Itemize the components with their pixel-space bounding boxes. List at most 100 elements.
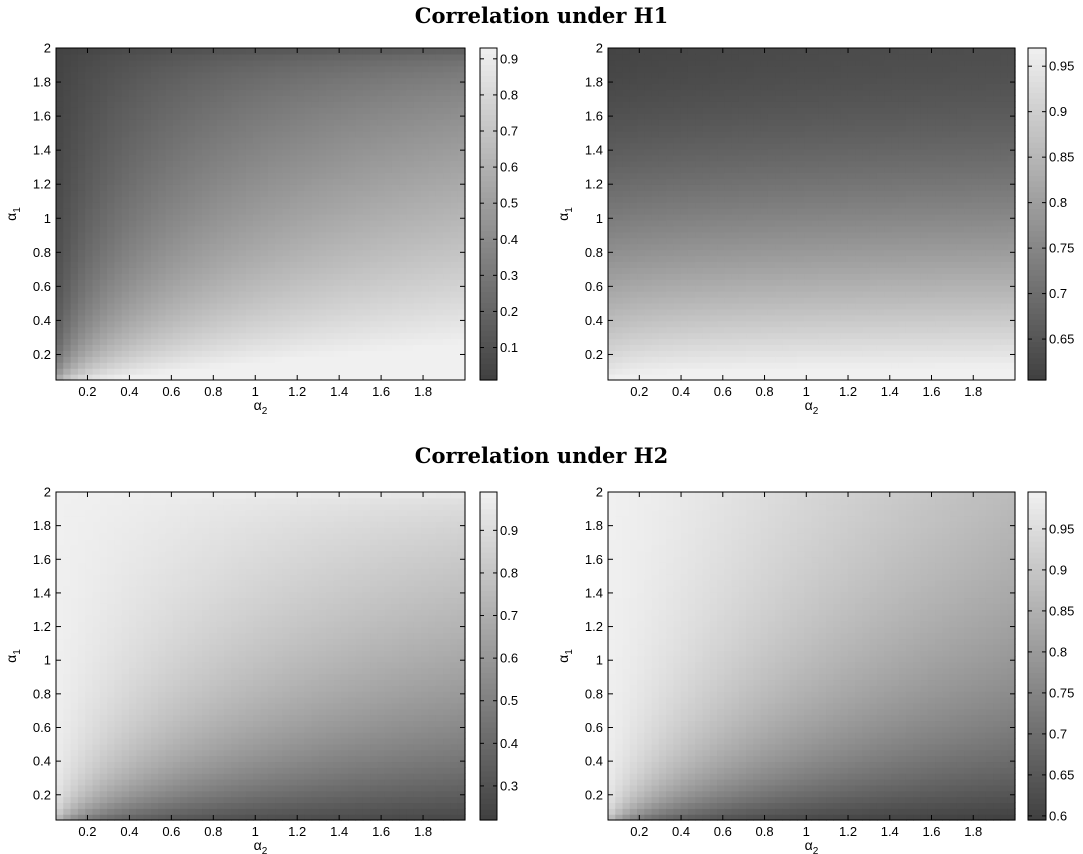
heatmap-cell: [92, 374, 101, 381]
heatmap-cell: [282, 326, 291, 334]
heatmap-cell: [399, 326, 408, 334]
heatmap-cell: [121, 219, 130, 227]
heatmap-cell: [644, 89, 653, 97]
heatmap-cell: [121, 249, 130, 257]
heatmap-cell: [187, 297, 196, 304]
heatmap-cell: [56, 273, 64, 280]
heatmap-cell: [789, 202, 798, 209]
heatmap-cell: [435, 267, 444, 274]
heatmap-cell: [789, 119, 798, 126]
heatmap-cell: [172, 202, 181, 209]
heatmap-cell: [180, 362, 189, 369]
heatmap-cell: [121, 172, 130, 180]
heatmap-cell: [253, 142, 262, 150]
heatmap-cell: [457, 350, 466, 357]
heatmap-cell: [680, 308, 689, 316]
heatmap-cell: [702, 344, 711, 351]
heatmap-cell: [746, 208, 754, 215]
heatmap-cell: [457, 95, 466, 102]
heatmap-cell: [77, 255, 86, 263]
heatmap-cell: [107, 320, 116, 328]
heatmap-cell: [450, 142, 459, 150]
heatmap-cell: [738, 320, 747, 328]
heatmap-cell: [311, 53, 320, 61]
heatmap-cell: [738, 279, 747, 286]
heatmap-cell: [63, 273, 72, 280]
heatmap-cell: [666, 291, 675, 298]
heatmap-cell: [443, 362, 451, 369]
heatmap-cell: [238, 255, 247, 263]
heatmap-cell: [253, 119, 262, 126]
heatmap-cell: [622, 214, 631, 221]
colorbar-tick-label: 0.8: [500, 87, 518, 102]
heatmap-cell: [789, 338, 798, 346]
heatmap-cell: [304, 326, 313, 334]
heatmap-cell: [223, 202, 232, 209]
heatmap-cell: [666, 214, 675, 221]
heatmap-cell: [413, 59, 422, 67]
heatmap-cell: [121, 202, 130, 209]
heatmap-cell: [260, 208, 269, 215]
heatmap-cell: [760, 344, 769, 351]
heatmap-cell: [326, 113, 335, 120]
heatmap-cell: [158, 131, 167, 138]
heatmap-cell: [804, 225, 813, 233]
heatmap-cell: [70, 125, 79, 132]
colorbar-swatch: [480, 225, 497, 232]
heatmap-cell: [129, 320, 137, 328]
heatmap-cell: [318, 142, 327, 150]
heatmap-cell: [180, 344, 189, 351]
heatmap-cell: [253, 184, 262, 191]
heatmap-cell: [311, 131, 320, 138]
heatmap-cell: [238, 89, 247, 97]
heatmap-cell: [311, 113, 320, 120]
heatmap-cell: [629, 154, 638, 162]
heatmap-cell: [355, 214, 364, 221]
heatmap-cell: [782, 131, 791, 138]
heatmap-cell: [796, 261, 805, 268]
heatmap-cell: [318, 95, 327, 102]
heatmap-cell: [826, 214, 834, 221]
heatmap-cell: [724, 255, 733, 263]
heatmap-cell: [92, 48, 101, 55]
heatmap-cell: [760, 77, 769, 85]
heatmap-cell: [304, 255, 313, 263]
heatmap-cell: [114, 231, 123, 239]
heatmap-cell: [209, 255, 218, 263]
heatmap-cell: [150, 368, 159, 375]
heatmap-cell: [738, 326, 747, 334]
heatmap-cell: [370, 249, 378, 257]
heatmap-cell: [717, 308, 725, 316]
heatmap-cell: [136, 125, 145, 132]
heatmap-cell: [304, 101, 313, 108]
heatmap-cell: [450, 178, 459, 185]
heatmap-cell: [340, 350, 349, 357]
heatmap-cell: [443, 196, 451, 203]
heatmap-cell: [238, 95, 247, 102]
heatmap-cell: [194, 83, 203, 91]
heatmap-cell: [428, 89, 437, 97]
heatmap-cell: [789, 166, 798, 174]
heatmap-cell: [150, 332, 159, 340]
heatmap-cell: [622, 48, 631, 55]
heatmap-cell: [622, 243, 631, 251]
heatmap-cell: [702, 314, 711, 322]
heatmap-cell: [63, 261, 72, 268]
heatmap-cell: [362, 214, 371, 221]
heatmap-cell: [92, 148, 101, 156]
heatmap-cell: [399, 148, 408, 156]
heatmap-cell: [99, 255, 108, 263]
heatmap-cell: [443, 285, 451, 292]
heatmap-cell: [362, 332, 371, 340]
heatmap-cell: [136, 362, 145, 369]
heatmap-cell: [77, 332, 86, 340]
heatmap-cell: [775, 297, 784, 304]
heatmap-cell: [99, 184, 108, 191]
heatmap-cell: [406, 131, 415, 138]
heatmap-cell: [180, 302, 189, 310]
heatmap-cell: [282, 65, 291, 73]
heatmap-cell: [275, 249, 284, 257]
heatmap-cell: [172, 285, 181, 292]
heatmap-cell: [738, 136, 747, 144]
heatmap-cell: [811, 350, 820, 357]
